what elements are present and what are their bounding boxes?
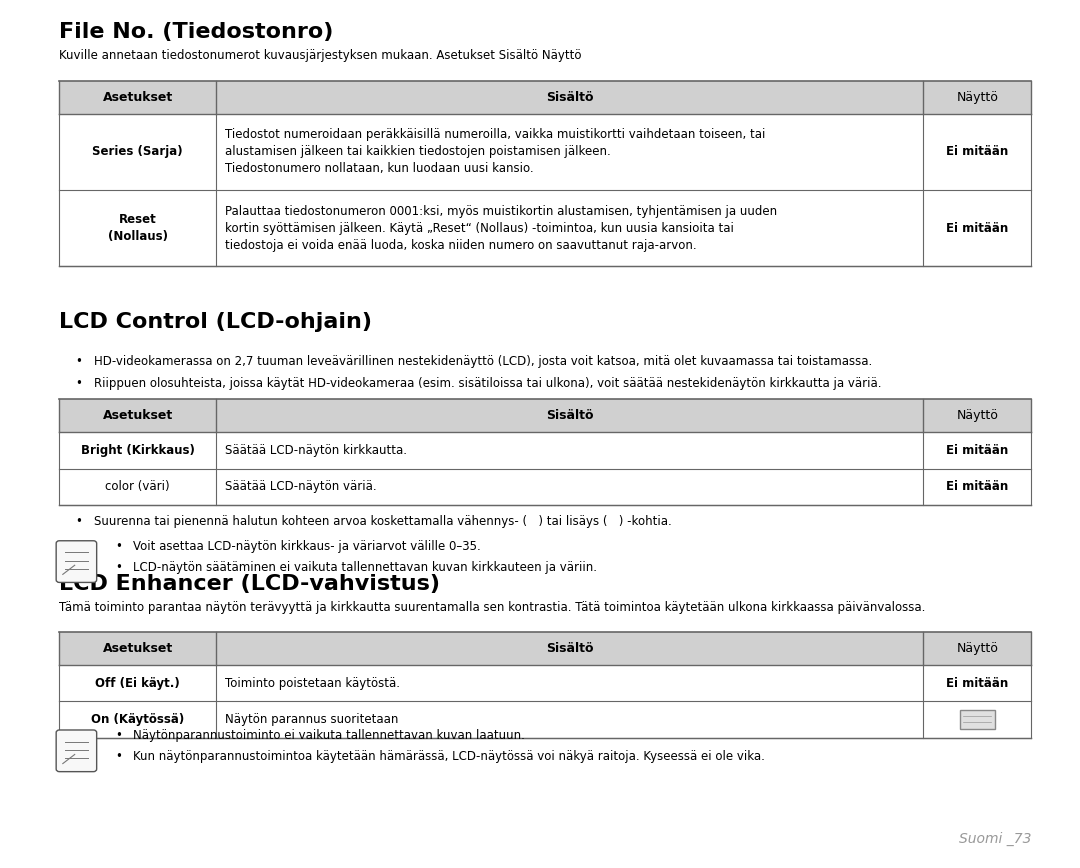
Text: •: • bbox=[116, 750, 122, 763]
Text: File No. (Tiedostonro): File No. (Tiedostonro) bbox=[59, 22, 334, 42]
Text: •: • bbox=[116, 729, 122, 742]
Text: color (väri): color (väri) bbox=[106, 481, 170, 493]
Text: Tämä toiminto parantaa näytön terävyyttä ja kirkkautta suurentamalla sen kontras: Tämä toiminto parantaa näytön terävyyttä… bbox=[59, 601, 926, 614]
Text: On (Käytössä): On (Käytössä) bbox=[91, 713, 185, 726]
Bar bbox=[59, 432, 1031, 469]
Text: Tiedostot numeroidaan peräkkäisillä numeroilla, vaikka muistikortti vaihdetaan t: Tiedostot numeroidaan peräkkäisillä nume… bbox=[225, 128, 765, 175]
Text: •: • bbox=[76, 355, 82, 368]
Text: Kun näytönparannustoimintoa käytetään hämärässä, LCD-näytössä voi näkyä raitoja.: Kun näytönparannustoimintoa käytetään hä… bbox=[133, 750, 765, 763]
Text: Sisältö: Sisältö bbox=[546, 642, 593, 654]
Bar bbox=[960, 710, 995, 729]
Text: Näytön parannus suoritetaan: Näytön parannus suoritetaan bbox=[225, 713, 399, 726]
Text: •: • bbox=[116, 540, 122, 553]
Text: Asetukset: Asetukset bbox=[103, 642, 173, 654]
Text: LCD-näytön säätäminen ei vaikuta tallennettavan kuvan kirkkauteen ja väriin.: LCD-näytön säätäminen ei vaikuta tallenn… bbox=[133, 561, 597, 574]
Text: LCD Enhancer (LCD-vahvistus): LCD Enhancer (LCD-vahvistus) bbox=[59, 574, 441, 594]
Text: Series (Sarja): Series (Sarja) bbox=[93, 146, 183, 158]
Text: Ei mitään: Ei mitään bbox=[946, 222, 1009, 234]
FancyBboxPatch shape bbox=[56, 541, 97, 582]
Text: Säätää LCD-näytön väriä.: Säätää LCD-näytön väriä. bbox=[225, 481, 376, 493]
FancyBboxPatch shape bbox=[56, 730, 97, 772]
Text: Näyttö: Näyttö bbox=[957, 410, 998, 422]
Text: Näyttö: Näyttö bbox=[957, 642, 998, 654]
Text: LCD Control (LCD-ohjain): LCD Control (LCD-ohjain) bbox=[59, 312, 373, 332]
Bar bbox=[59, 190, 1031, 266]
Text: Näytönparannustoiminto ei vaikuta tallennettavan kuvan laatuun.: Näytönparannustoiminto ei vaikuta tallen… bbox=[133, 729, 525, 742]
Bar bbox=[59, 81, 1031, 114]
Text: Ei mitään: Ei mitään bbox=[946, 677, 1009, 689]
Text: Palauttaa tiedostonumeron 0001:ksi, myös muistikortin alustamisen, tyhjentämisen: Palauttaa tiedostonumeron 0001:ksi, myös… bbox=[225, 205, 777, 252]
Text: Näyttö: Näyttö bbox=[957, 91, 998, 103]
Text: Asetukset: Asetukset bbox=[103, 410, 173, 422]
Text: Toiminto poistetaan käytöstä.: Toiminto poistetaan käytöstä. bbox=[225, 677, 400, 689]
Bar bbox=[59, 701, 1031, 738]
Text: Säätää LCD-näytön kirkkautta.: Säätää LCD-näytön kirkkautta. bbox=[225, 444, 407, 457]
Text: •: • bbox=[76, 515, 82, 528]
Text: Asetukset: Asetukset bbox=[103, 91, 173, 103]
Text: Ei mitään: Ei mitään bbox=[946, 444, 1009, 457]
Text: HD-videokamerassa on 2,7 tuuman leveävärillinen nestekidenäyttö (LCD), josta voi: HD-videokamerassa on 2,7 tuuman leveävär… bbox=[94, 355, 873, 368]
Text: Riippuen olosuhteista, joissa käytät HD-videokameraa (esim. sisätiloissa tai ulk: Riippuen olosuhteista, joissa käytät HD-… bbox=[94, 377, 881, 390]
Bar bbox=[59, 665, 1031, 701]
Text: Ei mitään: Ei mitään bbox=[946, 481, 1009, 493]
Text: Sisältö: Sisältö bbox=[546, 410, 593, 422]
Bar bbox=[59, 114, 1031, 190]
Text: Ei mitään: Ei mitään bbox=[946, 146, 1009, 158]
Text: •: • bbox=[76, 377, 82, 390]
Bar bbox=[59, 469, 1031, 505]
Text: Suurenna tai pienennä halutun kohteen arvoa koskettamalla vähennys- (   ) tai li: Suurenna tai pienennä halutun kohteen ar… bbox=[94, 515, 672, 528]
Text: Reset
(Nollaus): Reset (Nollaus) bbox=[108, 214, 167, 243]
Text: Off (Ei käyt.): Off (Ei käyt.) bbox=[95, 677, 180, 689]
Bar bbox=[59, 632, 1031, 665]
Text: Bright (Kirkkaus): Bright (Kirkkaus) bbox=[81, 444, 194, 457]
Text: Kuville annetaan tiedostonumerot kuvausjärjestyksen mukaan. Asetukset Sisältö Nä: Kuville annetaan tiedostonumerot kuvausj… bbox=[59, 49, 582, 62]
Text: Sisältö: Sisältö bbox=[546, 91, 593, 103]
Text: Suomi _73: Suomi _73 bbox=[959, 832, 1031, 846]
Text: Voit asettaa LCD-näytön kirkkaus- ja väriarvot välille 0–35.: Voit asettaa LCD-näytön kirkkaus- ja vär… bbox=[133, 540, 481, 553]
Text: •: • bbox=[116, 561, 122, 574]
Bar bbox=[59, 399, 1031, 432]
